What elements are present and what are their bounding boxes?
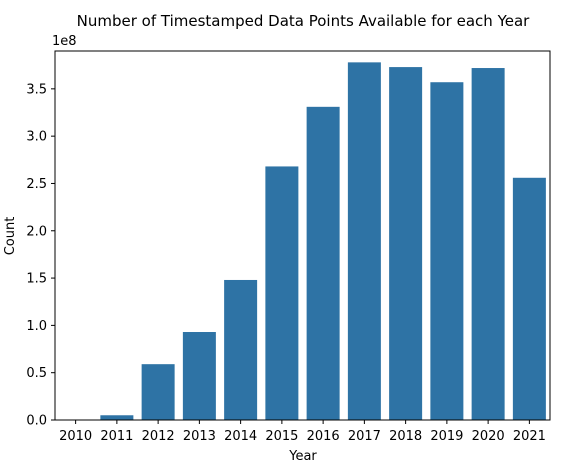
x-axis-ticks: 2010 2011 2012 2013 2014 2015 2016 2017 2018 2019…: [59, 420, 546, 444]
bar-2017: [347, 62, 381, 420]
x-tick-label: 2010: [59, 429, 92, 444]
bar-2012: [141, 364, 175, 420]
bar-2016: [306, 106, 340, 421]
chart-title: Number of Timestamped Data Points Availa…: [77, 12, 530, 30]
x-tick-label: 2019: [430, 429, 463, 444]
bar-2021: [512, 177, 546, 420]
x-tick-label: 2021: [513, 429, 546, 444]
bars-group: [100, 62, 546, 421]
x-tick-label: 2016: [307, 429, 340, 444]
x-tick-label: 2014: [224, 429, 257, 444]
y-tick-label: 2.5: [26, 177, 47, 192]
y-axis-label: Count: [3, 217, 18, 256]
bar-2018: [389, 67, 423, 420]
x-axis-label: Year: [288, 449, 317, 464]
bar-2013: [182, 332, 216, 420]
x-tick-label: 2012: [142, 429, 175, 444]
x-tick-label: 2020: [472, 429, 505, 444]
bar-2015: [265, 166, 299, 420]
y-tick-label: 3.0: [26, 130, 47, 145]
y-tick-label: 2.0: [26, 224, 47, 239]
x-tick-label: 2015: [265, 429, 298, 444]
y-tick-label: 1.5: [26, 272, 47, 287]
x-tick-label: 2011: [100, 429, 133, 444]
y-axis-ticks: 0.0 0.5 1.0 1.5 2.0 2.5 3.0 3.5: [26, 82, 55, 429]
x-tick-label: 2018: [389, 429, 422, 444]
y-tick-label: 3.5: [26, 82, 47, 97]
y-offset-label: 1e8: [52, 34, 77, 49]
bar-2011: [100, 415, 134, 420]
bar-2014: [224, 279, 258, 420]
x-tick-label: 2013: [183, 429, 216, 444]
bar-2019: [430, 82, 464, 420]
x-tick-label: 2017: [348, 429, 381, 444]
plot-frame: [54, 50, 551, 421]
y-tick-label: 1.0: [26, 319, 47, 334]
y-tick-label: 0.0: [26, 414, 47, 429]
bar-2020: [471, 68, 505, 421]
y-tick-label: 0.5: [26, 366, 47, 381]
